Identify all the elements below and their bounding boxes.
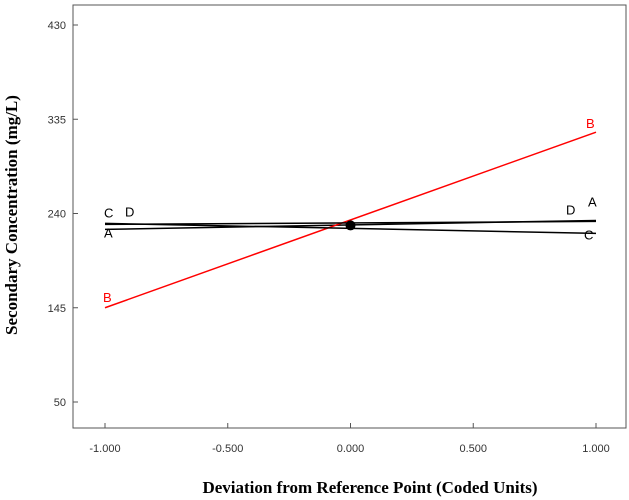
factor-label-c-left: C bbox=[104, 205, 113, 220]
y-tick-label: 145 bbox=[48, 303, 66, 315]
y-tick-label: 430 bbox=[48, 20, 66, 32]
factor-label-b-left: B bbox=[103, 290, 112, 305]
x-tick-label: 0.000 bbox=[337, 443, 365, 455]
x-tick-label: -1.000 bbox=[89, 443, 120, 455]
y-tick-label: 240 bbox=[48, 209, 66, 221]
factor-label-d-right: D bbox=[566, 202, 575, 217]
plot-area-frame bbox=[72, 4, 627, 429]
x-tick-label: 0.500 bbox=[459, 443, 487, 455]
x-axis-title: Deviation from Reference Point (Coded Un… bbox=[202, 478, 537, 497]
x-axis: -1.000 -0.500 0.000 0.500 1.000 bbox=[89, 423, 610, 455]
x-tick-label: 1.000 bbox=[582, 443, 610, 455]
reference-point-marker bbox=[345, 220, 356, 231]
factor-label-a-left: A bbox=[104, 225, 113, 240]
y-tick-label: 335 bbox=[48, 114, 66, 126]
y-axis-title: Secondary Concentration (mg/L) bbox=[2, 95, 21, 335]
y-tick-label: 50 bbox=[54, 397, 66, 409]
factor-label-b-right: B bbox=[586, 116, 595, 131]
factor-label-a-right: A bbox=[588, 194, 597, 209]
series-layer bbox=[104, 131, 597, 309]
factor-label-d-left: D bbox=[125, 204, 134, 219]
series-line-b bbox=[104, 131, 597, 309]
factor-label-c-right: C bbox=[584, 227, 593, 242]
x-tick-label: -0.500 bbox=[212, 443, 243, 455]
y-axis: 50 145 240 335 430 bbox=[48, 20, 78, 409]
